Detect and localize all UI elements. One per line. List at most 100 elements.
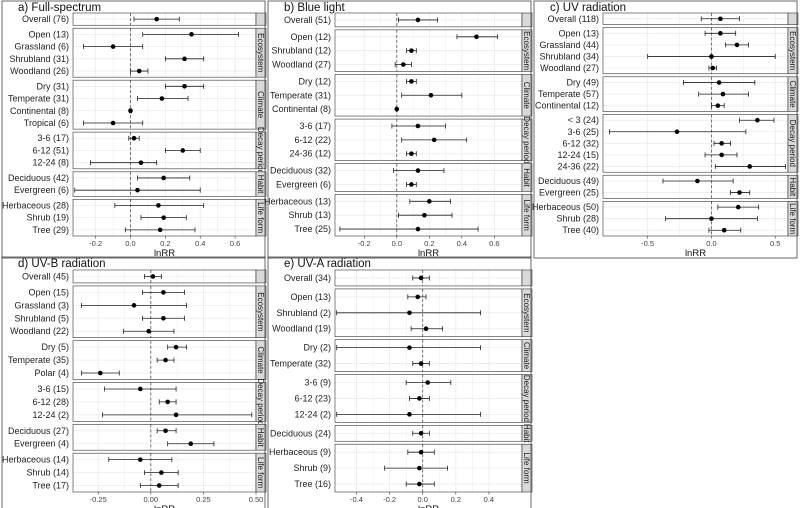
x-tick-label: 0.2 bbox=[424, 239, 434, 248]
row-label: Shrubland (31) bbox=[9, 54, 69, 64]
facet-background bbox=[603, 27, 788, 74]
point-estimate bbox=[157, 227, 163, 233]
point-estimate bbox=[173, 412, 179, 418]
point-estimate bbox=[418, 361, 424, 366]
x-axis-label: lnRR bbox=[685, 248, 706, 259]
facet-strip-label: Climate bbox=[256, 91, 265, 119]
point-estimate bbox=[188, 441, 194, 447]
facet-life-form: Herbaceous (9) Shrub (9) Tree (16) Life for… bbox=[269, 443, 533, 493]
facet-strip bbox=[255, 27, 267, 78]
row-label: Shrubland (12) bbox=[271, 46, 331, 56]
facet-life-form: Herbaceous (50) Shrub (28)Tree (40) Life f… bbox=[532, 201, 799, 237]
row-dry-31: Dry (31) bbox=[36, 81, 205, 91]
row-12-24-15: 12-24 (15) bbox=[557, 150, 738, 160]
point-estimate bbox=[407, 412, 412, 417]
row-label: Open (13) bbox=[290, 292, 331, 302]
point-estimate bbox=[735, 204, 741, 210]
row-label: Overall (51) bbox=[284, 15, 331, 25]
row-label: 6-12 (22) bbox=[294, 135, 331, 145]
point-estimate bbox=[163, 428, 168, 434]
row-shrubland-5: Shrubland (5) bbox=[14, 313, 185, 323]
row-temperate-57: Temperate (57) bbox=[538, 89, 749, 99]
row-open-13: Open (13) bbox=[290, 292, 427, 302]
row-dry-49: Dry (49) bbox=[566, 78, 756, 88]
facet-strip bbox=[521, 118, 533, 161]
row-overall-45: Overall (45) bbox=[22, 271, 162, 281]
row-label: Herbaceous (28) bbox=[2, 200, 69, 210]
point-estimate bbox=[110, 44, 116, 49]
row-temperate-35: Temperate (35) bbox=[8, 355, 175, 365]
row-3-24: < 3 (24) bbox=[568, 115, 775, 125]
row-deciduous-49: Deciduous (49) bbox=[538, 176, 734, 186]
row-12-24-2: 12-24 (2) bbox=[32, 410, 253, 420]
panel-frame bbox=[533, 0, 798, 259]
point-estimate bbox=[161, 215, 166, 220]
point-estimate bbox=[131, 135, 137, 141]
row-label: Continental (12) bbox=[535, 101, 599, 111]
row-dry-12: Dry (12) bbox=[298, 76, 417, 86]
row-label: 6-12 (51) bbox=[32, 145, 69, 155]
facet-strip bbox=[255, 12, 267, 26]
point-estimate bbox=[409, 48, 414, 53]
panel-title: e) UV-A radiation bbox=[284, 258, 371, 270]
facet-strip-label: Decay period bbox=[522, 116, 531, 163]
row-label: 3-6 (9) bbox=[304, 378, 331, 388]
x-tick-label: 0.2 bbox=[451, 495, 461, 504]
row-dry-2: Dry (2) bbox=[304, 343, 482, 353]
panel-frame bbox=[1, 0, 266, 259]
row-label: Evergreen (25) bbox=[539, 188, 599, 198]
row-continental-12: Continental (12) bbox=[535, 101, 725, 111]
row-evergreen-25: Evergreen (25) bbox=[539, 188, 751, 198]
facet-strip bbox=[255, 269, 267, 284]
row-shrub-14: Shrub (14) bbox=[26, 468, 179, 478]
facet-strip-label: Climate bbox=[522, 82, 531, 110]
row-label: Temperate (32) bbox=[270, 359, 331, 369]
panel-title: d) UV-B radiation bbox=[18, 258, 106, 270]
facet-strip-label: Life form bbox=[522, 200, 531, 231]
facet-strip bbox=[521, 288, 533, 337]
point-estimate bbox=[407, 310, 412, 316]
row-shrubland-2: Shrubland (2) bbox=[276, 308, 482, 318]
point-estimate bbox=[423, 326, 429, 332]
row-herbaceous-28: Herbaceous (28) bbox=[2, 200, 205, 210]
facet-strip-label: Ecosystem bbox=[256, 33, 265, 72]
row-label: Dry (31) bbox=[36, 81, 69, 91]
facet-ecosystem: Open (13) Grassland (44)Shrubland (34) Woo… bbox=[539, 27, 799, 75]
point-estimate bbox=[737, 190, 742, 195]
row-label: Tree (25) bbox=[294, 224, 331, 234]
x-axis-label: lnRR bbox=[418, 504, 439, 508]
facet-strip bbox=[255, 424, 267, 451]
facet-overall: Overall (118) bbox=[548, 12, 799, 25]
row-label: Temperate (31) bbox=[8, 94, 69, 104]
facet-strip-label: Ecosystem bbox=[788, 31, 797, 70]
row-label: Shrub (28) bbox=[556, 214, 599, 224]
row-label: < 3 (24) bbox=[568, 115, 599, 125]
x-tick-label: -0.2 bbox=[383, 495, 396, 504]
row-label: Open (15) bbox=[28, 287, 69, 297]
facet-habit: Deciduous (27) Evergreen (4) Habit bbox=[8, 424, 267, 451]
point-estimate bbox=[415, 123, 421, 129]
point-estimate bbox=[163, 357, 168, 363]
point-estimate bbox=[415, 294, 421, 300]
x-tick-label: 0.5 bbox=[770, 239, 780, 248]
row-label: 3-6 (25) bbox=[567, 127, 599, 137]
row-label: Overall (45) bbox=[22, 271, 69, 281]
row-label: Herbaceous (9) bbox=[269, 447, 331, 457]
row-label: Herbaceous (50) bbox=[532, 202, 599, 212]
facet-ecosystem: Open (15) Grassland (3) Shrubland (5) Woodl… bbox=[10, 285, 267, 338]
facet-strip bbox=[521, 443, 533, 493]
row-label: Shrubland (5) bbox=[14, 313, 69, 323]
point-estimate bbox=[128, 108, 133, 114]
row-evergreen-6: Evergreen (6) bbox=[14, 185, 201, 195]
row-label: Continental (8) bbox=[272, 104, 331, 114]
point-estimate bbox=[135, 187, 140, 193]
row-label: Evergreen (4) bbox=[14, 439, 69, 449]
point-estimate bbox=[131, 303, 137, 308]
row-dry-5: Dry (5) bbox=[42, 342, 187, 352]
row-24-36-12: 24-36 (12) bbox=[289, 149, 417, 159]
row-label: Evergreen (6) bbox=[14, 185, 69, 195]
point-estimate bbox=[156, 203, 161, 208]
facet-climate: Dry (49)Temperate (57) Continental (12) Cl… bbox=[535, 76, 799, 112]
